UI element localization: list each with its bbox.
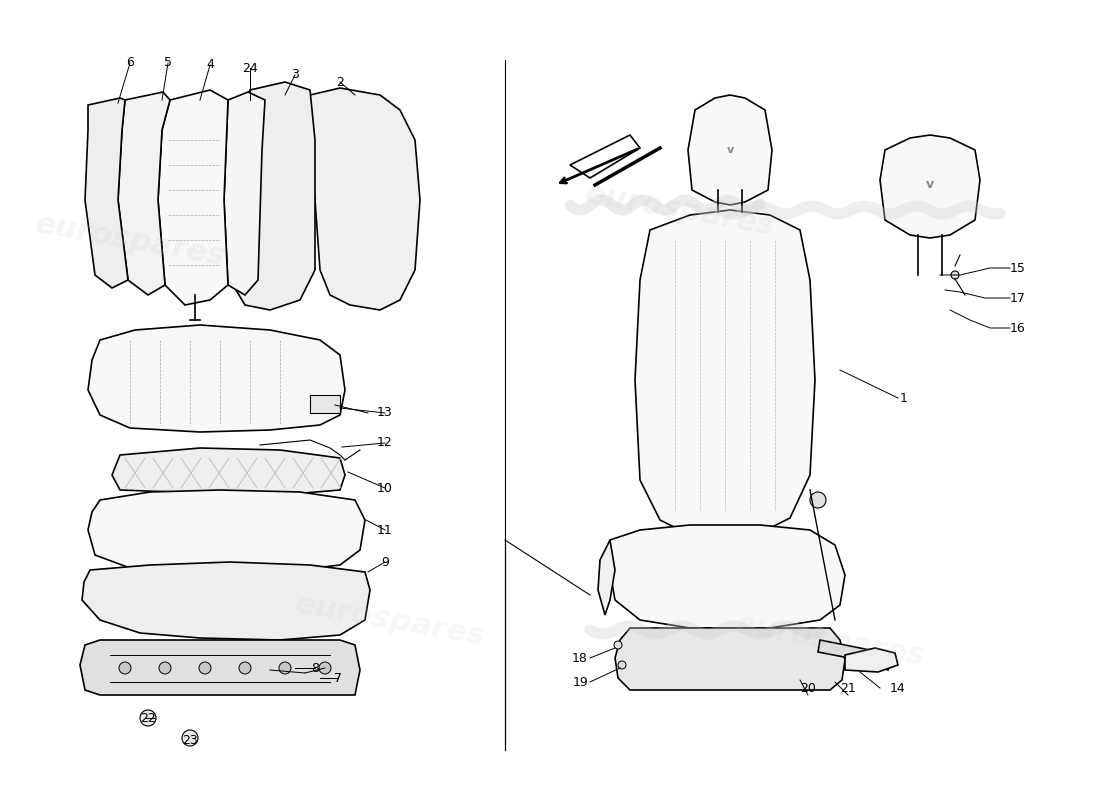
Polygon shape	[598, 540, 615, 615]
Polygon shape	[88, 490, 365, 572]
Text: 16: 16	[1010, 322, 1025, 334]
Text: 19: 19	[572, 675, 588, 689]
Circle shape	[618, 661, 626, 669]
Text: 18: 18	[572, 651, 588, 665]
Circle shape	[279, 662, 292, 674]
Text: 13: 13	[377, 406, 393, 419]
Text: 20: 20	[800, 682, 816, 694]
Circle shape	[810, 492, 826, 508]
Polygon shape	[118, 92, 170, 295]
Polygon shape	[82, 562, 370, 640]
Text: 7: 7	[334, 671, 342, 685]
Text: eurospares: eurospares	[293, 589, 487, 651]
Circle shape	[614, 641, 622, 649]
Circle shape	[199, 662, 211, 674]
Text: 24: 24	[242, 62, 257, 74]
Text: 1: 1	[900, 391, 908, 405]
Circle shape	[140, 710, 156, 726]
Text: 4: 4	[206, 58, 213, 71]
Text: eurospares: eurospares	[733, 609, 927, 671]
Circle shape	[319, 662, 331, 674]
Polygon shape	[818, 640, 890, 670]
Polygon shape	[88, 325, 345, 432]
Text: 11: 11	[377, 523, 393, 537]
Text: 3: 3	[292, 69, 299, 82]
Polygon shape	[610, 525, 845, 628]
Text: 21: 21	[840, 682, 856, 694]
Text: 12: 12	[377, 437, 393, 450]
Text: eurospares: eurospares	[33, 209, 228, 271]
Text: 9: 9	[381, 555, 389, 569]
Polygon shape	[224, 92, 265, 295]
Polygon shape	[158, 90, 228, 305]
Text: 14: 14	[890, 682, 906, 694]
Polygon shape	[688, 95, 772, 205]
Polygon shape	[85, 98, 128, 288]
Polygon shape	[880, 135, 980, 238]
Circle shape	[239, 662, 251, 674]
Text: 22: 22	[140, 711, 156, 725]
Bar	[310, 395, 340, 413]
Polygon shape	[635, 210, 815, 540]
Text: 15: 15	[1010, 262, 1026, 274]
Text: 2: 2	[337, 75, 344, 89]
Circle shape	[119, 662, 131, 674]
Circle shape	[160, 662, 170, 674]
Text: 8: 8	[311, 662, 319, 674]
Text: 17: 17	[1010, 291, 1026, 305]
Text: 23: 23	[183, 734, 198, 746]
Polygon shape	[310, 88, 420, 310]
Polygon shape	[845, 648, 898, 672]
Polygon shape	[112, 448, 345, 495]
Text: 10: 10	[377, 482, 393, 494]
Text: v: v	[726, 145, 734, 155]
Circle shape	[952, 271, 959, 279]
Circle shape	[182, 730, 198, 746]
Text: eurospares: eurospares	[583, 179, 778, 241]
Polygon shape	[615, 628, 845, 690]
Text: v: v	[926, 178, 934, 191]
Text: 5: 5	[164, 57, 172, 70]
Text: 6: 6	[126, 57, 134, 70]
Polygon shape	[226, 82, 315, 310]
Polygon shape	[80, 640, 360, 695]
Polygon shape	[570, 135, 640, 178]
